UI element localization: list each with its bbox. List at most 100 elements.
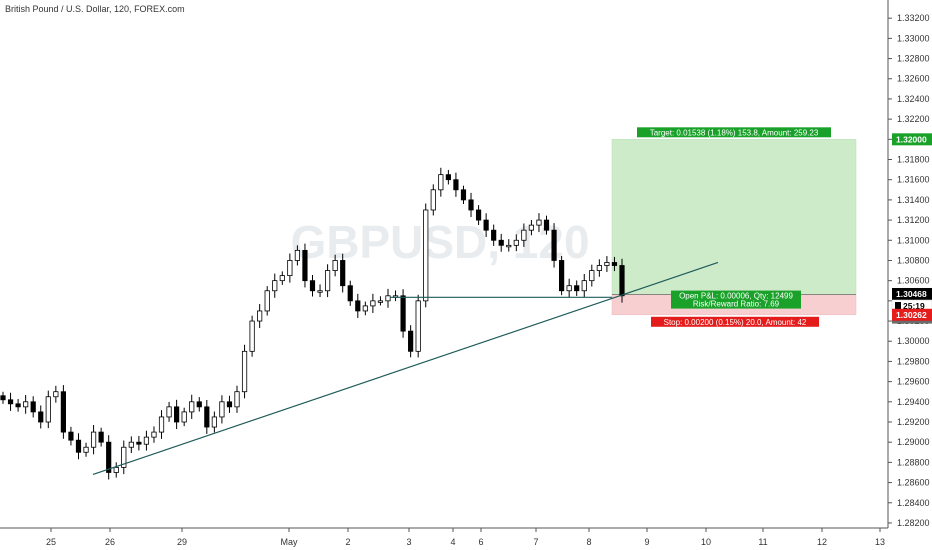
candle-body	[370, 300, 376, 307]
candle-body	[468, 199, 474, 211]
candle-body	[136, 441, 142, 445]
trend-line[interactable]	[92, 261, 719, 476]
candle-body	[75, 439, 82, 453]
time-tick-label: 13	[875, 537, 885, 547]
time-tick-label: 8	[586, 537, 591, 547]
candle-body	[196, 401, 202, 408]
price-tick-label: 1.32800	[897, 54, 930, 64]
time-tick-label: 3	[406, 537, 411, 547]
price-tick-label: 1.31800	[897, 155, 930, 165]
candle-body	[294, 249, 301, 261]
candle-body	[377, 300, 384, 303]
pnl-label: Open P&L: 0.00006, Qty: 12499	[679, 292, 793, 301]
candle-body	[158, 416, 165, 433]
candle-body	[324, 270, 331, 292]
candle-body	[287, 260, 293, 277]
position-tool[interactable]: Target: 0.01538 (1.18%) 153.8, Amount: 2…	[611, 127, 857, 327]
target-zone[interactable]	[611, 139, 857, 295]
candle-body	[355, 300, 361, 312]
time-tick-label: 26	[105, 537, 115, 547]
candle-body	[332, 260, 338, 271]
countdown-icon	[895, 301, 901, 310]
price-tick-label: 1.31600	[897, 175, 930, 185]
candle-body	[30, 401, 36, 413]
candle-body	[53, 391, 59, 398]
price-tick-label: 1.29400	[897, 397, 930, 407]
candle-body	[581, 280, 587, 292]
chart-title: British Pound / U.S. Dollar, 120, FOREX.…	[5, 4, 185, 14]
candle-body	[98, 431, 104, 443]
price-tick-label: 1.28400	[897, 498, 930, 508]
price-axis[interactable]: 1.33200 1.33000 1.32800 1.32600 1.32400 1.322…	[888, 13, 930, 528]
time-tick-label: 25	[46, 537, 56, 547]
candle-body	[113, 467, 119, 473]
countdown-tag: 25:19	[903, 301, 925, 311]
candle-body	[279, 275, 285, 282]
stop-label: Stop: 0.00200 (0.15%) 20.0, Amount: 42	[664, 318, 807, 327]
candle-body	[264, 290, 270, 312]
price-tick-label: 1.31200	[897, 215, 930, 225]
candle-body	[249, 320, 255, 352]
candle-body	[60, 391, 66, 433]
candle-body	[174, 406, 180, 423]
candle-body	[340, 260, 346, 287]
risk-reward-label: Risk/Reward Ratio: 7.69	[693, 300, 780, 309]
candle-body	[430, 189, 436, 211]
price-tick-label: 1.31000	[897, 235, 930, 245]
candle-body	[302, 249, 308, 282]
pnl-label-box	[671, 290, 801, 309]
candle-body	[513, 239, 519, 246]
time-axis[interactable]: 25 26 29 May 2 3 4 6 7 8 9 10 11 12 13	[46, 528, 885, 547]
price-tick-label: 1.32200	[897, 114, 930, 124]
target-price-tag: 1.32000	[896, 134, 927, 144]
candle-body	[491, 229, 497, 241]
candle-body	[143, 436, 150, 445]
candle-body	[90, 431, 97, 448]
candle-body	[423, 209, 429, 302]
candle-body	[241, 350, 248, 393]
candle-body	[211, 416, 217, 428]
candle-body	[498, 239, 504, 246]
candle-body	[347, 285, 353, 302]
candle-body	[475, 209, 482, 221]
current-price-tag-box	[892, 287, 932, 300]
stop-price-tag: 1.30262	[896, 310, 927, 320]
candle-body	[106, 441, 112, 473]
candle-body	[257, 310, 263, 322]
time-tick-label: 2	[345, 537, 350, 547]
stop-price-tag-box	[892, 308, 932, 321]
candle-body	[151, 431, 157, 438]
drawings[interactable]	[92, 261, 719, 476]
target-label-box	[637, 127, 831, 138]
candle-body	[128, 441, 134, 448]
candle-body	[619, 265, 625, 297]
candle-body	[15, 403, 21, 408]
candle-body	[528, 224, 535, 231]
price-tick-label: 1.28600	[897, 478, 930, 488]
price-tick-label: 1.33200	[897, 13, 930, 23]
candle-body	[68, 431, 74, 441]
candle-body	[0, 395, 6, 401]
time-tick-label: 7	[533, 537, 538, 547]
time-tick-label: 4	[450, 537, 455, 547]
time-tick-label: 10	[701, 537, 711, 547]
candle-body	[521, 229, 527, 241]
price-tick-label: 1.30000	[897, 336, 930, 346]
time-tick-label: 6	[478, 537, 483, 547]
price-tick-label: 1.32600	[897, 74, 930, 84]
candle-body	[121, 446, 127, 468]
candle-body	[204, 406, 210, 428]
target-price-tag-box	[892, 133, 932, 146]
price-tick-label: 1.29200	[897, 417, 930, 427]
price-tick-label: 1.30600	[897, 276, 930, 286]
candle-body	[23, 401, 29, 408]
candle-body	[559, 260, 565, 292]
price-tick-label: 1.28200	[897, 518, 930, 528]
candle-body	[438, 174, 444, 191]
candle-body	[551, 229, 557, 261]
candle-body	[574, 285, 580, 292]
candle-body	[385, 295, 391, 302]
price-tick-label: 1.33000	[897, 33, 930, 43]
